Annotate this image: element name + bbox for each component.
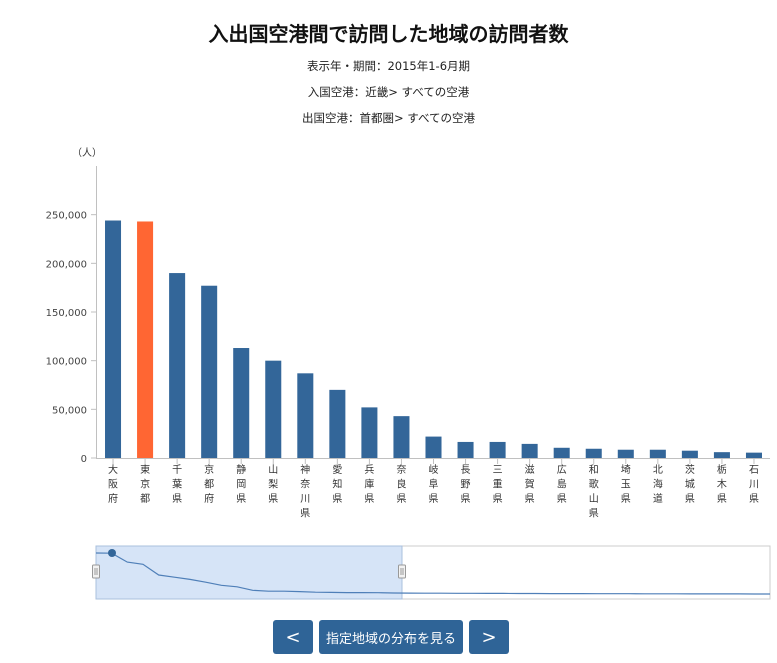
bar-北海道 <box>649 449 666 458</box>
bar-東京都 <box>137 221 154 458</box>
x-tick-label: 兵庫県 <box>364 463 374 505</box>
x-tick-label: 石川県 <box>749 465 759 505</box>
y-tick-label: 200,000 <box>46 259 87 270</box>
bar-愛知県 <box>329 389 346 458</box>
y-tick-label: 150,000 <box>46 308 87 319</box>
x-tick-label: 山梨県 <box>268 464 278 505</box>
x-tick-label: 和歌山県 <box>589 464 599 520</box>
x-tick-label: 千葉県 <box>172 464 182 505</box>
x-tick-label: 茨城県 <box>685 463 695 505</box>
bar-栃木県 <box>713 452 730 458</box>
x-tick-label: 大阪府 <box>108 463 118 505</box>
bar-埼玉県 <box>617 449 634 458</box>
x-tick-label: 北海道 <box>653 464 663 505</box>
navigator-right-handle[interactable] <box>398 564 406 579</box>
navigator-series-line <box>95 552 770 595</box>
bar-山梨県 <box>265 360 282 458</box>
navigator-marker <box>108 549 116 557</box>
y-tick-label: 100,000 <box>46 357 87 368</box>
bar-神奈川県 <box>297 373 314 458</box>
prev-button[interactable]: < <box>273 620 313 654</box>
y-tick-label: 0 <box>81 454 87 465</box>
bar-奈良県 <box>393 416 410 458</box>
bar-三重県 <box>489 441 506 458</box>
bar-岐阜県 <box>425 436 442 458</box>
x-tick-label: 長野県 <box>461 464 471 505</box>
navigator-left-handle[interactable] <box>92 564 100 579</box>
x-tick-label: 栃木県 <box>717 463 727 505</box>
next-button[interactable]: > <box>469 620 509 654</box>
x-tick-label: 滋賀県 <box>525 463 535 505</box>
x-tick-label: 神奈川県 <box>300 463 310 520</box>
entry-airport-label: 入国空港：近畿> すべての空港 <box>307 85 470 99</box>
bar-和歌山県 <box>585 448 602 458</box>
x-tick-label: 広島県 <box>557 463 567 505</box>
y-unit-label: （人） <box>72 147 102 159</box>
x-tick-label: 静岡県 <box>236 463 246 505</box>
exit-airport-label: 出国空港：首都圏> すべての空港 <box>301 111 476 125</box>
bar-兵庫県 <box>361 407 378 458</box>
view-distribution-button[interactable]: 指定地域の分布を見る <box>319 620 463 654</box>
navigator-selection <box>95 545 403 600</box>
bar-大阪府 <box>105 220 122 458</box>
x-tick-label: 愛知県 <box>332 463 342 505</box>
y-tick-label: 250,000 <box>46 211 87 222</box>
bar-静岡県 <box>233 348 250 458</box>
bar-千葉県 <box>169 273 186 458</box>
bar-京都府 <box>201 285 218 458</box>
bar-茨城県 <box>681 450 698 458</box>
x-tick-label: 東京都 <box>140 463 150 505</box>
x-tick-label: 京都府 <box>204 463 214 505</box>
bar-長野県 <box>457 441 474 458</box>
bar-石川県 <box>745 452 762 458</box>
x-tick-label: 岐阜県 <box>429 463 439 505</box>
bar-広島県 <box>553 447 570 458</box>
x-tick-label: 埼玉県 <box>621 463 631 505</box>
y-tick-label: 50,000 <box>52 405 87 416</box>
bar-chart: （人） 0 50,000 100,000 150,000 200,000 250,000 大阪… <box>46 147 771 600</box>
page-title: 入出国空港間で訪問した地域の訪問者数 <box>208 22 569 46</box>
bar-滋賀県 <box>521 443 538 458</box>
x-tick-label: 三重県 <box>493 465 503 505</box>
x-tick-label: 奈良県 <box>396 463 406 505</box>
period-label: 表示年・期間：2015年1-6月期 <box>306 59 471 73</box>
